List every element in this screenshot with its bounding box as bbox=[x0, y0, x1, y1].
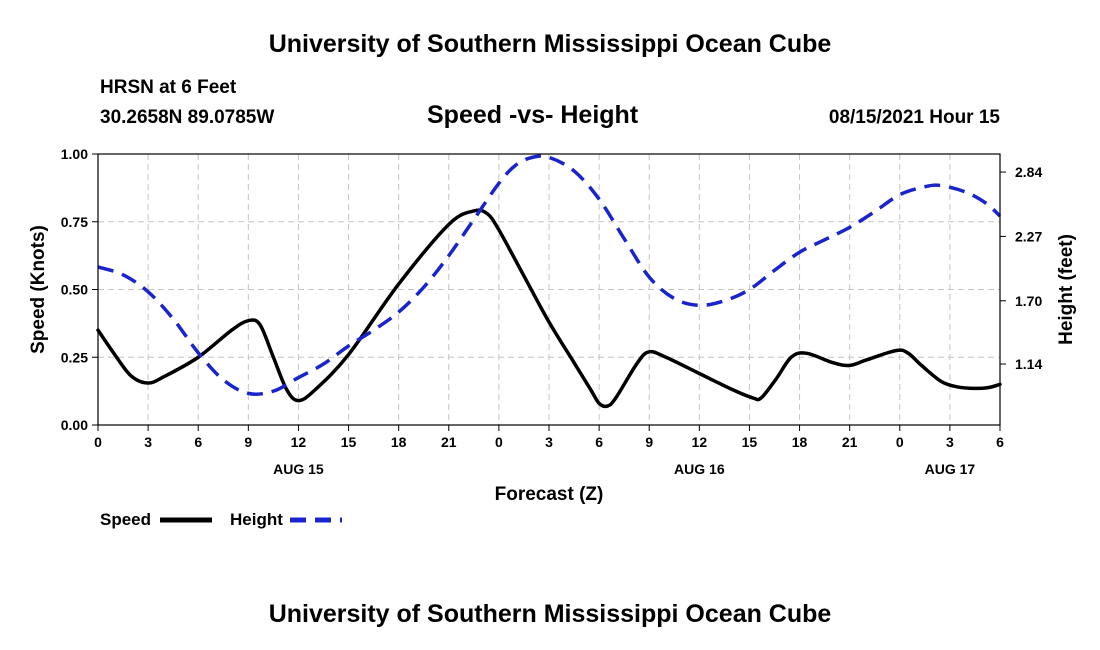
x-tick-label: 21 bbox=[441, 434, 457, 450]
y2-tick-label: 2.27 bbox=[1015, 228, 1042, 244]
station-label: HRSN at 6 Feet bbox=[100, 77, 237, 98]
series-line-height bbox=[97, 154, 1002, 396]
x-tick-label: 15 bbox=[742, 434, 758, 450]
y-tick-label: 0.00 bbox=[61, 417, 88, 433]
y-tick-label: 0.75 bbox=[61, 214, 88, 230]
series-layer bbox=[96, 154, 1002, 409]
x-tick-label: 0 bbox=[94, 434, 102, 450]
x-tick-label: 3 bbox=[545, 434, 553, 450]
x-tick-label: 21 bbox=[842, 434, 858, 450]
legend-height-label: Height bbox=[230, 510, 283, 529]
axis-ticks: 0 3 6 9 12 15 18 21 0 3 6 9 12 15 18 21 0 3 6 AUG 15 AUG 16 A… bbox=[61, 146, 1043, 477]
grid-lines bbox=[98, 154, 1000, 425]
x-tick-label: 0 bbox=[495, 434, 503, 450]
x-tick-label: 18 bbox=[792, 434, 808, 450]
legend-speed-label: Speed bbox=[100, 510, 151, 529]
x-tick-label: 12 bbox=[291, 434, 307, 450]
date-label: AUG 17 bbox=[925, 461, 976, 477]
y2-tick-label: 2.84 bbox=[1015, 164, 1042, 180]
y-tick-label: 1.00 bbox=[61, 146, 88, 162]
x-tick-label: 9 bbox=[244, 434, 252, 450]
x-tick-label: 6 bbox=[595, 434, 603, 450]
x-tick-label: 0 bbox=[896, 434, 904, 450]
y-tick-label: 0.25 bbox=[61, 349, 88, 365]
x-tick-label: 15 bbox=[341, 434, 357, 450]
x-tick-label: 6 bbox=[194, 434, 202, 450]
x-tick-label: 9 bbox=[645, 434, 653, 450]
y2-tick-label: 1.70 bbox=[1015, 293, 1042, 309]
series-line-speed bbox=[96, 208, 1002, 409]
coordinates-label: 30.2658N 89.0785W bbox=[100, 107, 275, 128]
date-label: AUG 15 bbox=[273, 461, 324, 477]
x-tick-label: 18 bbox=[391, 434, 407, 450]
top-title: University of Southern Mississippi Ocean… bbox=[268, 30, 832, 58]
legend: Speed Height bbox=[100, 510, 342, 529]
datetime-label: 08/15/2021 Hour 15 bbox=[828, 107, 1000, 128]
y-axis-title: Speed (Knots) bbox=[28, 225, 49, 354]
bottom-title: University of Southern Mississippi Ocean… bbox=[268, 600, 832, 628]
x-axis-title: Forecast (Z) bbox=[495, 484, 604, 505]
y2-tick-label: 1.14 bbox=[1015, 356, 1042, 372]
y-tick-label: 0.50 bbox=[61, 282, 88, 298]
x-tick-label: 3 bbox=[946, 434, 954, 450]
date-label: AUG 16 bbox=[674, 461, 725, 477]
x-tick-label: 3 bbox=[144, 434, 152, 450]
chart-title: Speed -vs- Height bbox=[427, 101, 639, 129]
y2-axis-title: Height (feet) bbox=[1056, 234, 1077, 345]
x-tick-label: 6 bbox=[996, 434, 1004, 450]
x-tick-label: 12 bbox=[692, 434, 708, 450]
